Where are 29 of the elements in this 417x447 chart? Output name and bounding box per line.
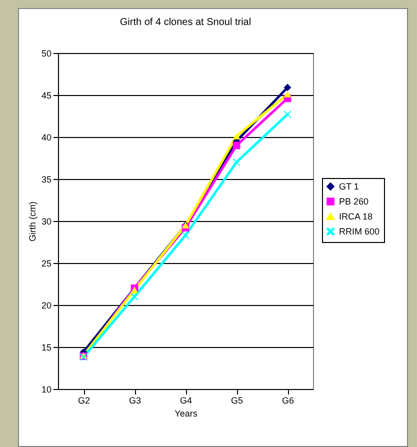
point [232, 142, 240, 150]
legend-label: RRIM 600 [339, 226, 380, 236]
point [182, 232, 190, 239]
y-tick-label: 25 [41, 258, 52, 268]
x-tick-label: G2 [78, 396, 90, 406]
x-tick-label: G3 [128, 396, 142, 406]
y-tick-label: 15 [41, 342, 52, 352]
x-axis-title: Years [174, 408, 198, 418]
x-tick-label: G5 [230, 396, 244, 406]
y-tick-label: 20 [41, 300, 52, 310]
y-tick-label: 10 [41, 384, 52, 394]
point [284, 84, 292, 92]
point [284, 110, 292, 118]
point [284, 90, 292, 98]
x-tick-label: G6 [282, 396, 294, 406]
y-tick-label: 50 [41, 48, 52, 58]
point [232, 158, 240, 166]
x-tick-label: G4 [180, 396, 192, 406]
legend-label: PB 260 [339, 196, 369, 206]
point [130, 292, 138, 300]
y-axis-title: Girth (cm) [27, 202, 38, 242]
chart-title: Girth of 4 clones at Snoul trial [120, 17, 252, 28]
y-tick-label: 40 [41, 132, 52, 142]
legend-label: IRCA 18 [339, 212, 373, 222]
y-tick-label: 35 [41, 174, 52, 184]
y-tick-label: 45 [41, 90, 52, 100]
legend-label: GT 1 [339, 182, 359, 192]
point [232, 132, 240, 140]
y-tick-label: 30 [41, 216, 52, 226]
